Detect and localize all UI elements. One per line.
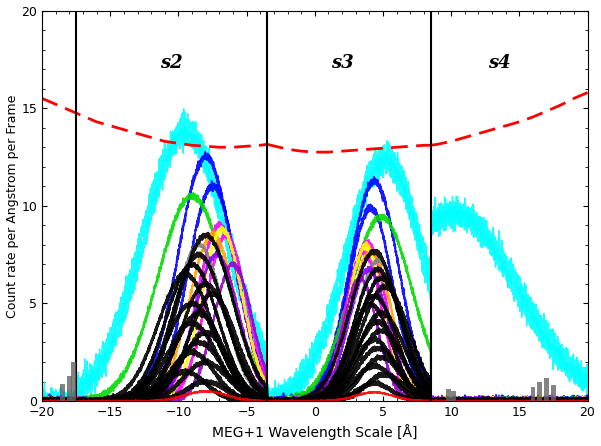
Text: s3: s3 bbox=[331, 54, 353, 71]
Bar bbox=[67, 376, 72, 401]
Bar bbox=[451, 391, 456, 401]
Bar bbox=[545, 378, 549, 401]
Bar bbox=[71, 362, 76, 401]
Text: s4: s4 bbox=[487, 54, 510, 71]
Y-axis label: Count rate per Angstrom per Frame: Count rate per Angstrom per Frame bbox=[5, 94, 19, 318]
Text: s2: s2 bbox=[160, 54, 183, 71]
Bar bbox=[537, 381, 542, 401]
X-axis label: MEG+1 Wavelength Scale [Å]: MEG+1 Wavelength Scale [Å] bbox=[212, 425, 418, 441]
Bar bbox=[551, 385, 556, 401]
Bar bbox=[446, 389, 451, 401]
Bar bbox=[531, 388, 535, 401]
Bar bbox=[60, 384, 65, 401]
